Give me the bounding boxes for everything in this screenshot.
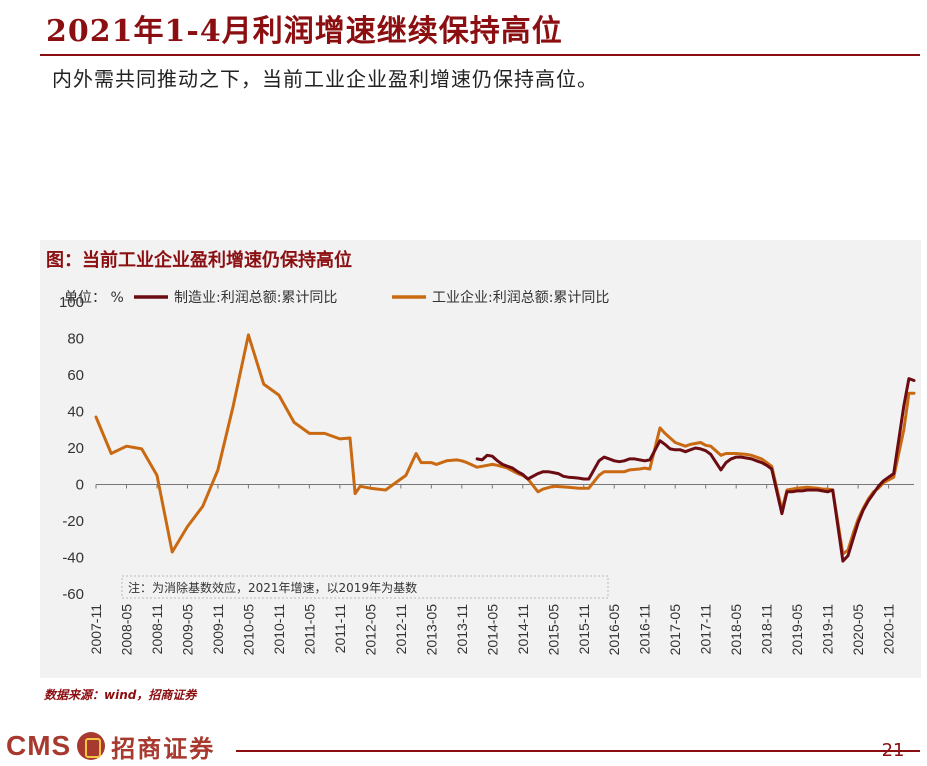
x-tick-label: 2017-05 xyxy=(667,604,683,656)
x-tick-label: 2019-11 xyxy=(820,604,836,655)
legend-label-0: 制造业:利润总额:累计同比 xyxy=(174,290,337,306)
x-tick-label: 2010-05 xyxy=(240,604,256,656)
x-tick-label: 2009-05 xyxy=(179,604,195,656)
chart-title: 图：当前工业企业盈利增速仍保持高位 xyxy=(46,250,352,271)
y-tick-label: 100 xyxy=(59,294,84,311)
y-tick-label: 40 xyxy=(67,404,84,421)
line-chart: -60 -40 -20 0 20 40 60 80 100 2007-11 2008-05 2008-… xyxy=(59,289,916,656)
x-tick-label: 2007-11 xyxy=(88,604,104,655)
x-tick-label: 2011-11 xyxy=(332,604,348,654)
page-subtitle: 内外需共同推动之下，当前工业企业盈利增速仍保持高位。 xyxy=(52,67,598,91)
page-title: 2021年1-4月利润增速继续保持高位 xyxy=(46,14,563,49)
footer-divider xyxy=(236,750,920,752)
y-tick-label: -60 xyxy=(62,586,84,603)
note-box xyxy=(121,575,609,599)
series-line-1 xyxy=(94,333,916,556)
x-tick-label: 2011-05 xyxy=(301,604,317,655)
x-tick-label: 2019-05 xyxy=(789,604,805,656)
y-tick-label: 0 xyxy=(76,477,84,494)
x-tick-label: 2012-11 xyxy=(393,604,409,655)
cms-logo-icon xyxy=(77,732,106,760)
x-tick-label: 2008-05 xyxy=(118,604,134,656)
y-tick-label: -40 xyxy=(62,550,84,567)
title-divider xyxy=(40,54,920,56)
x-tick-label: 2016-05 xyxy=(606,604,622,656)
logo-cms-text: CMS xyxy=(6,730,72,761)
x-tick-label: 2018-11 xyxy=(759,604,775,655)
unit-label: 单位： % xyxy=(64,290,124,306)
x-tick-label: 2009-11 xyxy=(210,604,226,655)
x-tick-label: 2015-05 xyxy=(545,604,561,656)
logo-company-name: 招商证券 xyxy=(111,733,216,763)
series-line-0 xyxy=(475,377,916,563)
x-tick-label: 2008-11 xyxy=(149,604,165,655)
data-source: 数据来源：wind，招商证券 xyxy=(44,688,197,702)
x-tick-label: 2020-05 xyxy=(850,604,866,656)
cms-logo: CMS 招商证券 xyxy=(6,730,216,763)
chart-panel: 图：当前工业企业盈利增速仍保持高位 -60 -40 -20 0 20 40 60 80 100 2… xyxy=(40,240,921,678)
y-tick-label: 60 xyxy=(67,367,84,384)
x-tick-label: 2018-05 xyxy=(728,604,744,656)
x-tick-label: 2015-11 xyxy=(576,604,592,655)
x-tick-label: 2013-11 xyxy=(454,604,470,655)
x-tick-label: 2012-05 xyxy=(362,604,378,656)
chart-note: 注：为消除基数效应，2021年增速，以2019年为基数 xyxy=(128,580,417,595)
legend-label-1: 工业企业:利润总额:累计同比 xyxy=(432,289,609,306)
y-tick-label: 20 xyxy=(67,440,84,457)
x-tick-label: 2010-11 xyxy=(271,604,287,655)
y-tick-label: 80 xyxy=(67,331,84,348)
x-tick-label: 2020-11 xyxy=(881,604,897,655)
x-tick-label: 2013-05 xyxy=(423,604,439,656)
y-tick-label: -20 xyxy=(62,513,84,530)
x-tick-label: 2014-11 xyxy=(515,604,531,655)
x-tick-label: 2016-11 xyxy=(637,604,653,655)
x-tick-label: 2017-11 xyxy=(698,604,714,655)
page-number: -21- xyxy=(875,740,911,761)
x-tick-label: 2014-05 xyxy=(484,604,500,656)
